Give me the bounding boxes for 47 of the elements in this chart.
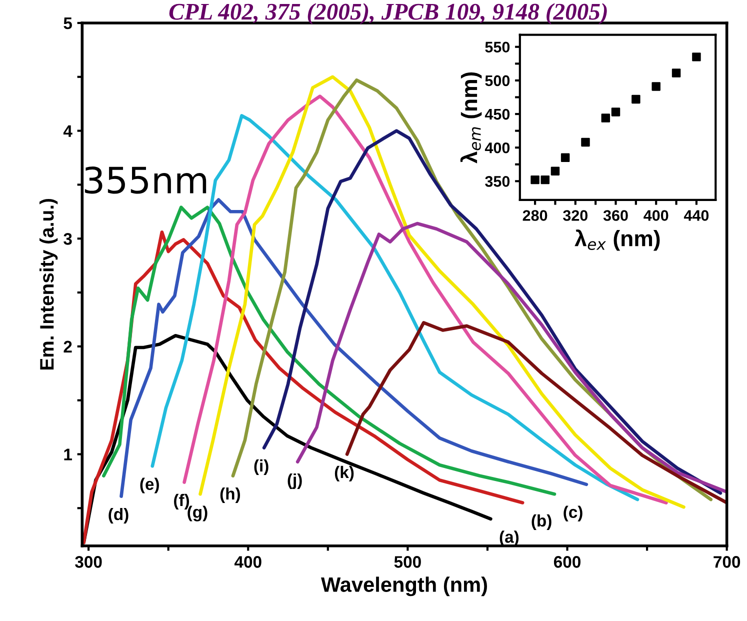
series-label: (d) <box>108 508 128 524</box>
x-tick-label: 600 <box>554 556 580 568</box>
y-tick-label: 4 <box>63 125 72 137</box>
y-tick-label: 500 <box>485 75 510 86</box>
point <box>632 94 640 104</box>
point <box>652 82 660 91</box>
point <box>601 114 610 122</box>
point <box>672 68 681 78</box>
y-tick-label: 5 <box>64 18 72 30</box>
y-axis-title: λ$_{em}$ (nm) <box>460 72 482 164</box>
x-axis-title: λ$_{ex}$ (nm) <box>574 229 660 251</box>
x-tick-label: 440 <box>684 210 709 221</box>
x-tick-label: 400 <box>234 556 262 568</box>
x-tick-label: 500 <box>394 556 421 568</box>
y-tick-label: 1 <box>64 448 72 460</box>
series-label: (f) <box>174 494 190 510</box>
point <box>611 108 620 116</box>
series-label: (g) <box>188 506 208 522</box>
x-tick-label: 300 <box>75 556 102 568</box>
series-label: (b) <box>532 514 552 530</box>
annotation: 355nm <box>84 166 206 194</box>
x-axis-title: Wavelength (nm) <box>321 576 487 596</box>
point <box>581 138 590 147</box>
x-tick-label: 360 <box>603 210 628 221</box>
x-tick-label: 280 <box>522 210 548 221</box>
x-tick-label: 320 <box>563 210 588 221</box>
y-tick-label: 2 <box>64 340 72 352</box>
point <box>530 175 540 184</box>
x-tick-label: 700 <box>714 556 740 568</box>
series-label: (j) <box>288 473 302 489</box>
y-axis-title: Em. Intensity (a.u.) <box>40 198 58 370</box>
y-tick-label: 400 <box>484 142 510 154</box>
y-tick-label: 350 <box>485 176 510 187</box>
point <box>540 175 550 184</box>
y-tick-label: 450 <box>484 108 510 120</box>
series-label: (k) <box>334 466 354 482</box>
series-label: (i) <box>254 459 268 475</box>
y-tick-label: 550 <box>485 42 510 53</box>
series-label: (e) <box>140 478 159 494</box>
series-label: (c) <box>564 506 582 522</box>
point <box>550 166 560 176</box>
y-tick-label: 3 <box>64 233 72 245</box>
point <box>692 52 701 62</box>
series-label: (h) <box>220 487 240 503</box>
point <box>560 153 570 162</box>
chart-title: CPL 402, 375 (2005), JPCB 109, 9148 (2005) <box>169 3 607 25</box>
x-tick-label: 400 <box>644 210 668 221</box>
